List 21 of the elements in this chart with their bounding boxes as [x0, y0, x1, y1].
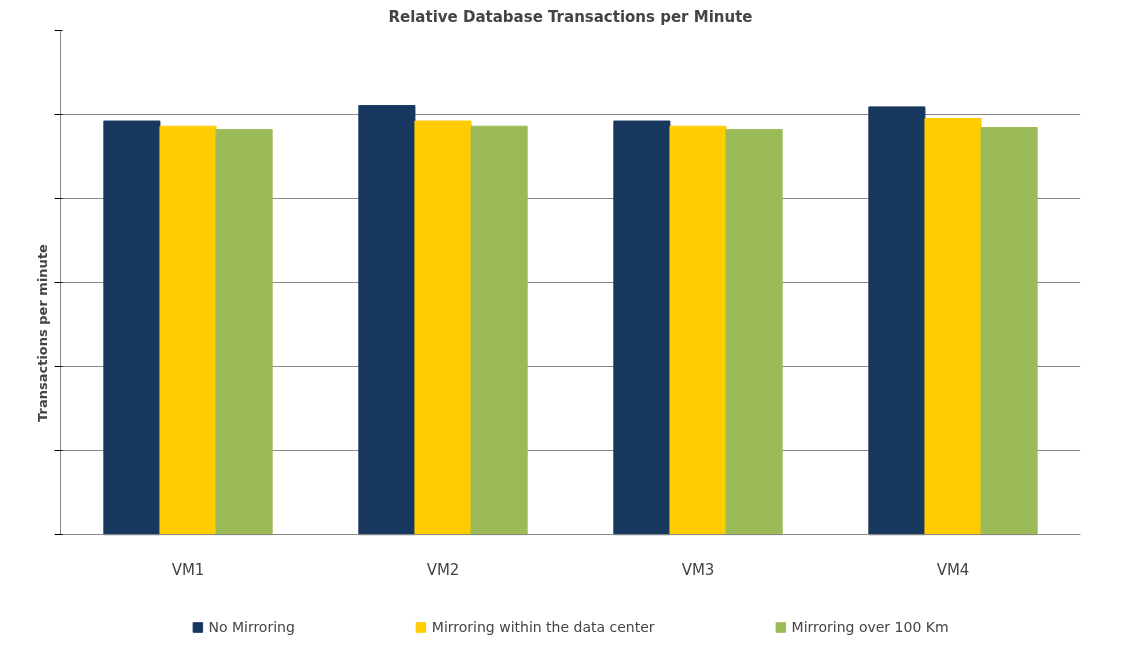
legend-label: No Mirroring — [208, 619, 295, 635]
bar — [159, 125, 217, 536]
bar — [215, 129, 273, 536]
x-tick-label: VM1 — [171, 560, 205, 579]
x-tick-label: VM4 — [936, 560, 970, 579]
bar — [358, 105, 416, 536]
y-axis-title: Transactions per minute — [34, 243, 50, 422]
bar — [613, 120, 671, 536]
bar — [868, 106, 926, 536]
x-tick-label: VM2 — [426, 560, 460, 579]
bar — [725, 129, 783, 536]
chart-title: Relative Database Transactions per Minute — [388, 7, 753, 26]
legend-label: Mirroring over 100 Km — [791, 619, 949, 635]
x-tick-label: VM3 — [681, 560, 715, 579]
legend-label: Mirroring within the data center — [431, 619, 655, 635]
bar — [924, 117, 982, 536]
bar — [470, 125, 528, 536]
bar — [669, 125, 727, 536]
bar — [103, 120, 161, 536]
bar — [414, 120, 472, 536]
bar — [980, 126, 1038, 536]
